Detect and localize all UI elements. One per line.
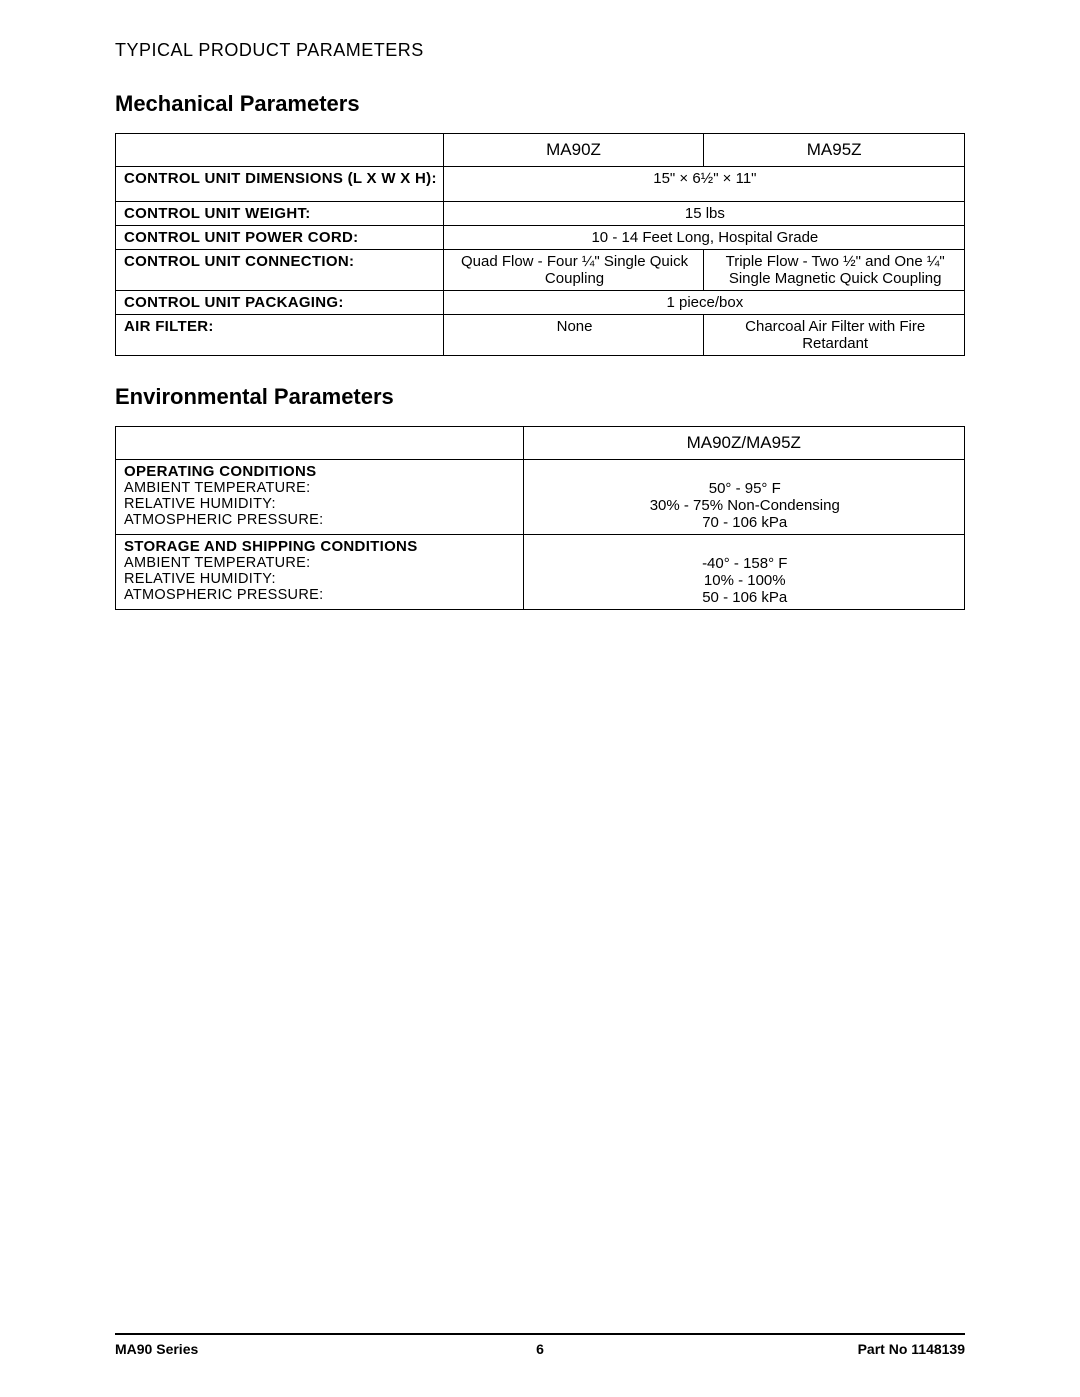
env-st-pressure-label: ATMOSPHERIC PRESSURE: bbox=[124, 587, 517, 603]
environmental-table: MA90Z/MA95Z OPERATING CONDITIONS AMBIENT… bbox=[115, 426, 965, 610]
env-op-ambient-label: AMBIENT TEMPERATURE: bbox=[124, 480, 517, 496]
env-st-ambient-label: AMBIENT TEMPERATURE: bbox=[124, 555, 517, 571]
env-col-combined: MA90Z/MA95Z bbox=[523, 427, 964, 460]
env-st-humidity-label: RELATIVE HUMIDITY: bbox=[124, 571, 517, 587]
env-st-pressure-value: 50 - 106 kPa bbox=[532, 589, 958, 606]
env-op-pressure-value: 70 - 106 kPa bbox=[532, 514, 958, 531]
mech-weight-label: CONTROL UNIT WEIGHT: bbox=[116, 202, 444, 226]
mech-weight-value: 15 lbs bbox=[443, 202, 964, 226]
env-operating-label: OPERATING CONDITIONS bbox=[124, 463, 517, 480]
mechanical-table: MA90Z MA95Z CONTROL UNIT DIMENSIONS (L X… bbox=[115, 133, 965, 356]
mech-airfilter-label: AIR FILTER: bbox=[116, 315, 444, 356]
env-op-humidity-value: 30% - 75% Non-Condensing bbox=[532, 497, 958, 514]
mech-connection-ma95z: Triple Flow - Two ½" and One ¼" Single M… bbox=[704, 250, 965, 291]
page-footer: MA90 Series 6 Part No 1148139 bbox=[115, 1333, 965, 1357]
env-storage-values: -40° - 158° F 10% - 100% 50 - 106 kPa bbox=[523, 535, 964, 610]
env-st-ambient-value: -40° - 158° F bbox=[532, 555, 958, 572]
env-op-pressure-label: ATMOSPHERIC PRESSURE: bbox=[124, 512, 517, 528]
mech-dimensions-label: CONTROL UNIT DIMENSIONS (L X W X H): bbox=[116, 167, 444, 202]
mechanical-heading: Mechanical Parameters bbox=[115, 91, 965, 117]
env-blank-header bbox=[116, 427, 524, 460]
env-op-ambient-value: 50° - 95° F bbox=[532, 480, 958, 497]
mech-connection-ma90z: Quad Flow - Four ¼" Single Quick Couplin… bbox=[443, 250, 704, 291]
mech-airfilter-ma90z: None bbox=[443, 315, 704, 356]
mech-dimensions-value: 15" × 6½" × 11" bbox=[443, 167, 964, 202]
mech-packaging-label: CONTROL UNIT PACKAGING: bbox=[116, 291, 444, 315]
environmental-heading: Environmental Parameters bbox=[115, 384, 965, 410]
env-storage-cell: STORAGE AND SHIPPING CONDITIONS AMBIENT … bbox=[116, 535, 524, 610]
env-operating-values: 50° - 95° F 30% - 75% Non-Condensing 70 … bbox=[523, 460, 964, 535]
mech-powercord-value: 10 - 14 Feet Long, Hospital Grade bbox=[443, 226, 964, 250]
mech-packaging-value: 1 piece/box bbox=[443, 291, 964, 315]
mech-col-ma90z: MA90Z bbox=[443, 134, 704, 167]
mech-col-ma95z: MA95Z bbox=[704, 134, 965, 167]
mech-connection-label: CONTROL UNIT CONNECTION: bbox=[116, 250, 444, 291]
env-st-humidity-value: 10% - 100% bbox=[532, 572, 958, 589]
mech-powercord-label: CONTROL UNIT POWER CORD: bbox=[116, 226, 444, 250]
footer-page-number: 6 bbox=[115, 1341, 965, 1357]
env-operating-cell: OPERATING CONDITIONS AMBIENT TEMPERATURE… bbox=[116, 460, 524, 535]
env-op-humidity-label: RELATIVE HUMIDITY: bbox=[124, 496, 517, 512]
mech-blank-header bbox=[116, 134, 444, 167]
env-storage-label: STORAGE AND SHIPPING CONDITIONS bbox=[124, 538, 517, 555]
section-topline: TYPICAL PRODUCT PARAMETERS bbox=[115, 40, 965, 61]
mech-airfilter-ma95z: Charcoal Air Filter with Fire Retardant bbox=[704, 315, 965, 356]
